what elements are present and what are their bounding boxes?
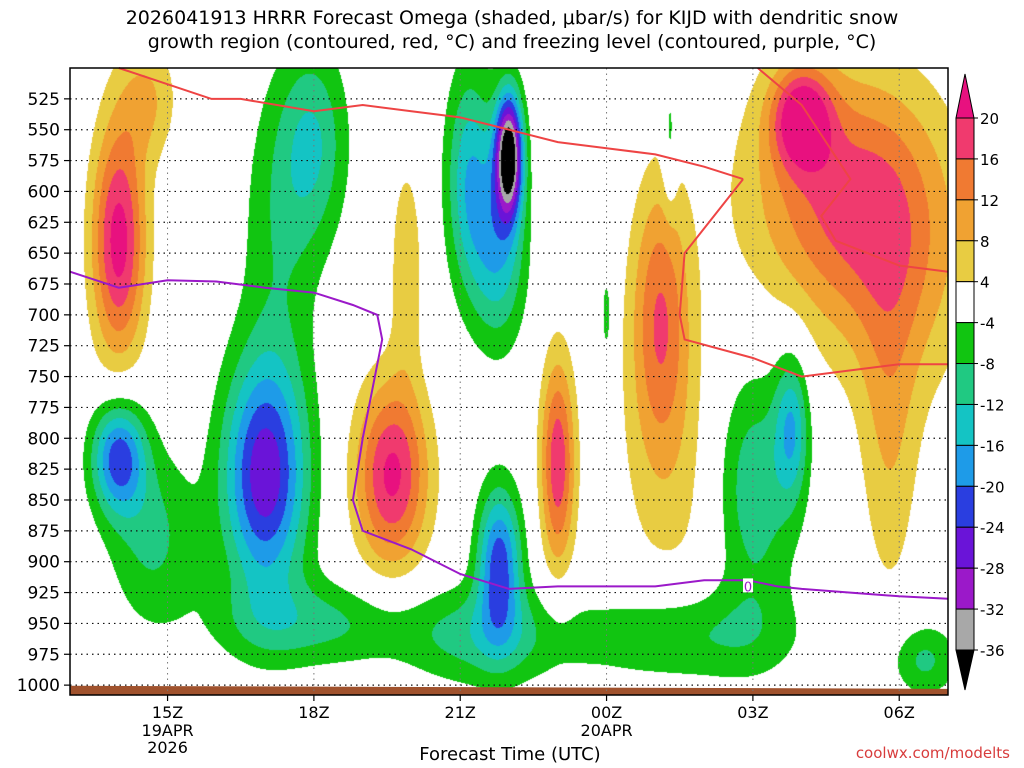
y-tick-label: 575	[28, 152, 60, 172]
colorbar-label: -36	[980, 642, 1005, 660]
plot-frame	[69, 67, 949, 696]
colorbar-label: -12	[980, 396, 1005, 414]
colorbar-label: -20	[980, 478, 1005, 496]
freezing-level-line	[69, 270, 949, 600]
freezing-level-label: 0	[744, 580, 752, 595]
colorbar-label: -16	[980, 437, 1005, 455]
colorbar-band	[955, 485, 975, 528]
contour-lines: 0	[69, 67, 949, 600]
colorbar: 20 16 12 8 4 -4 -8 -12 -16 -20 -24 -28 -32 -36	[955, 73, 1005, 691]
colorbar-band	[955, 444, 975, 487]
y-tick-label: 850	[28, 491, 60, 511]
colorbar-label: 12	[980, 192, 999, 210]
y-tick-label: 750	[28, 368, 60, 388]
dgz-contour-line	[678, 178, 948, 378]
colorbar-label: -8	[980, 356, 995, 374]
y-tick-label: 700	[28, 306, 60, 326]
colorbar-label: -4	[980, 315, 995, 333]
y-tick-label: 625	[28, 213, 60, 233]
x-tick-label: 03Z	[737, 703, 768, 722]
colorbar-band	[955, 608, 975, 651]
omega-field	[70, 68, 948, 695]
y-tick-label: 800	[28, 429, 60, 449]
x-tick-label: 15Z	[152, 703, 183, 722]
x-axis-title: Forecast Time (UTC)	[419, 744, 601, 765]
colorbar-band	[955, 526, 975, 569]
y-tick-label: 725	[28, 337, 60, 357]
ground-surface	[70, 685, 948, 695]
colorbar-band	[955, 199, 975, 242]
y-tick-label: 775	[28, 398, 60, 418]
dgz-contour-line	[757, 67, 949, 273]
y-tick-label: 1000	[17, 676, 60, 696]
y-tick-label: 550	[28, 121, 60, 141]
colorbar-label: 8	[980, 233, 990, 251]
colorbar-band	[955, 322, 975, 365]
freezing-level-label-bg	[743, 578, 754, 593]
x-tick-sublabel: 20APR	[581, 721, 633, 740]
y-tick-label: 600	[28, 182, 60, 202]
colorbar-label: -24	[980, 519, 1005, 537]
y-tick-label: 875	[28, 522, 60, 542]
omega-shading	[70, 68, 948, 695]
x-tick-sublabel: 19APR	[142, 721, 194, 740]
y-tick-label: 675	[28, 275, 60, 295]
dgz-contour-line	[118, 67, 744, 181]
y-tick-label: 975	[28, 645, 60, 665]
colorbar-top-arrow	[955, 73, 975, 119]
colorbar-band	[955, 567, 975, 610]
y-tick-label: 900	[28, 553, 60, 573]
colorbar-band	[955, 281, 975, 324]
y-tick-label: 650	[28, 244, 60, 264]
colorbar-band	[955, 158, 975, 201]
credit-text: coolwx.com/modelts	[855, 744, 1010, 762]
colorbar-label: 4	[980, 274, 990, 292]
colorbar-band	[955, 117, 975, 160]
colorbar-label: -32	[980, 601, 1005, 619]
y-tick-label: 525	[28, 90, 60, 110]
x-tick-label: 18Z	[298, 703, 329, 722]
x-tick-sublabel: 2026	[147, 738, 188, 757]
colorbar-band	[955, 403, 975, 446]
colorbar-band	[955, 240, 975, 283]
x-tick-label: 00Z	[591, 703, 622, 722]
colorbar-label: 20	[980, 110, 999, 128]
title-line-1: 2026041913 HRRR Forecast Omega (shaded, …	[125, 7, 899, 29]
axes: 525 550 575 600 625 650 675 700 725 750 775 800 825 8…	[17, 67, 949, 757]
y-tick-label: 950	[28, 614, 60, 634]
colorbar-label: -28	[980, 560, 1005, 578]
colorbar-label: 16	[980, 151, 999, 169]
y-tick-label: 825	[28, 460, 60, 480]
x-tick-label: 06Z	[884, 703, 915, 722]
chart-title: 2026041913 HRRR Forecast Omega (shaded, …	[0, 6, 1024, 54]
grid-lines	[70, 68, 948, 695]
y-tick-label: 925	[28, 584, 60, 604]
title-line-2: growth region (contoured, red, °C) and f…	[147, 31, 877, 53]
x-tick-label: 21Z	[445, 703, 476, 722]
colorbar-bottom-arrow	[955, 649, 975, 691]
colorbar-band	[955, 363, 975, 405]
